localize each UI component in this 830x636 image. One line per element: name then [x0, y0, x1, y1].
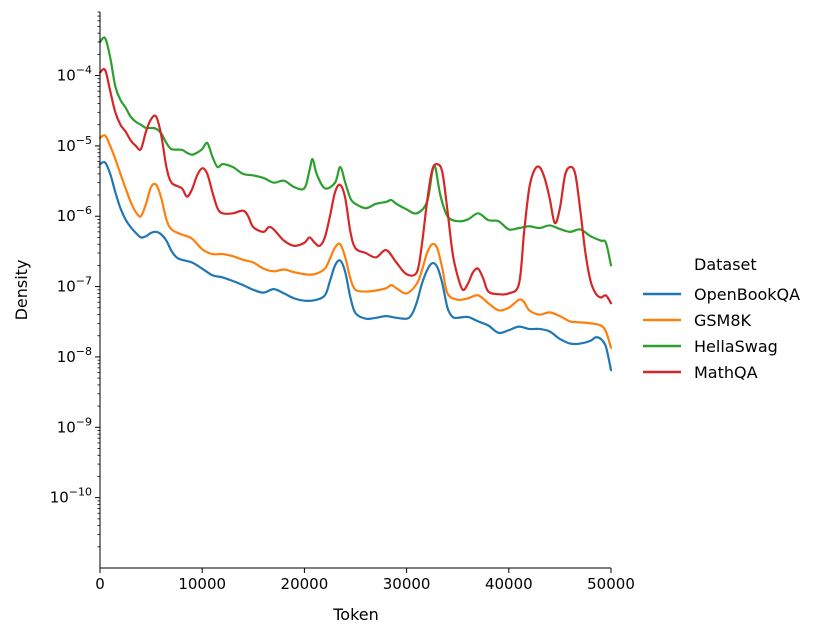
series-line-openbookqa	[98, 160, 613, 372]
ticks: 0 10000 20000 30000 40000 5000010−410−510−610…	[50, 11, 635, 593]
y-tick-label: 10−7	[57, 275, 92, 296]
x-tick-label: 40000	[485, 575, 533, 593]
y-tick-label: 10−5	[57, 134, 92, 155]
y-tick-exponent: −7	[76, 275, 92, 288]
y-tick-label: 10−4	[57, 64, 92, 85]
y-tick-label: 10−6	[57, 204, 92, 225]
y-tick-label: 10−9	[57, 415, 92, 436]
y-tick-base: 10	[57, 67, 76, 85]
legend-title: Dataset	[694, 255, 757, 274]
x-tick-label: 10000	[178, 575, 226, 593]
legend-label-hellaswag: HellaSwag	[694, 337, 778, 356]
y-tick-exponent: −6	[76, 204, 92, 217]
y-tick-exponent: −4	[76, 64, 92, 77]
y-tick-exponent: −8	[76, 345, 92, 358]
y-tick-label: 10−10	[50, 486, 92, 507]
series-line-hellaswag	[98, 36, 613, 267]
y-tick-base: 10	[57, 137, 76, 155]
series-line-mathqa	[98, 67, 613, 305]
legend-label-openbookqa: OpenBookQA	[694, 285, 800, 304]
legend: Dataset OpenBookQA GSM8K HellaSwag MathQA	[643, 255, 800, 382]
series-line-gsm8k	[98, 134, 613, 349]
y-tick-exponent: −5	[76, 134, 92, 147]
y-tick-base: 10	[57, 278, 76, 296]
y-tick-exponent: −9	[76, 415, 92, 428]
y-tick-base: 10	[50, 489, 69, 507]
legend-label-gsm8k: GSM8K	[694, 311, 752, 330]
y-axis-title: Density	[12, 260, 31, 321]
x-tick-label: 50000	[587, 575, 635, 593]
plot-lines	[98, 36, 613, 372]
y-tick-base: 10	[57, 348, 76, 366]
legend-label-mathqa: MathQA	[694, 363, 758, 382]
y-tick-base: 10	[57, 207, 76, 225]
x-tick-label: 20000	[281, 575, 329, 593]
y-tick-base: 10	[57, 418, 76, 436]
x-axis-title: Token	[332, 605, 379, 624]
y-tick-label: 10−8	[57, 345, 92, 366]
x-tick-label: 0	[95, 575, 105, 593]
x-tick-label: 30000	[383, 575, 431, 593]
y-tick-exponent: −10	[69, 486, 92, 499]
